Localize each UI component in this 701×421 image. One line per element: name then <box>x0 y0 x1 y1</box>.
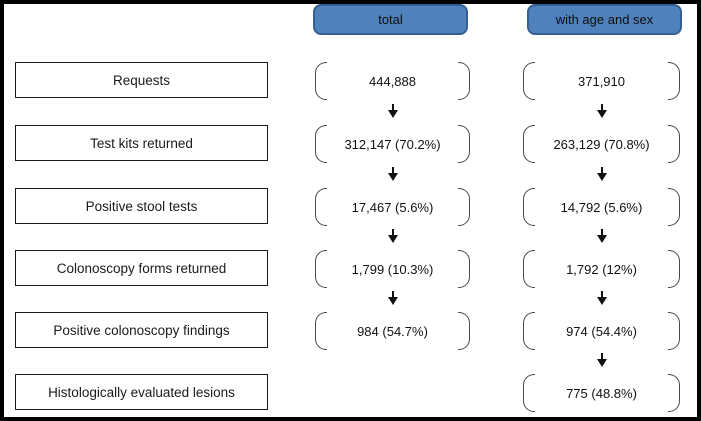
value-text: 1,799 (10.3%) <box>351 261 434 277</box>
total-test-kits-returned-value-cell: 312,147 (70.2%) <box>315 125 470 163</box>
value-text: 14,792 (5.6%) <box>560 199 643 215</box>
value-text: 263,129 (70.8%) <box>553 136 650 152</box>
right-bracket-icon <box>668 125 680 163</box>
left-bracket-icon <box>523 62 535 100</box>
total-colonoscopy-forms-returned-value-cell: 1,799 (10.3%) <box>315 250 470 288</box>
total-requests-value-cell: 444,888 <box>315 62 470 100</box>
down-arrow-icon <box>386 104 399 119</box>
right-bracket-icon <box>668 312 680 350</box>
stage-label-positive-colonoscopy-findings: Positive colonoscopy findings <box>15 312 268 348</box>
down-arrow-icon <box>595 104 608 119</box>
down-arrow-icon <box>595 167 608 182</box>
left-bracket-icon <box>523 125 535 163</box>
right-bracket-icon <box>458 125 470 163</box>
left-bracket-icon <box>523 188 535 226</box>
total-positive-colonoscopy-findings-value-cell: 984 (54.7%) <box>315 312 470 350</box>
down-arrow-icon <box>386 167 399 182</box>
with-age-sex-requests-value-cell: 371,910 <box>523 62 680 100</box>
column-header-with-age-and-sex: with age and sex <box>527 4 682 35</box>
column-header-total: total <box>313 4 468 35</box>
value-text: 371,910 <box>578 73 625 89</box>
right-bracket-icon <box>668 62 680 100</box>
value-text: 984 (54.7%) <box>357 323 428 339</box>
right-bracket-icon <box>458 188 470 226</box>
value-text: 1,792 (12%) <box>566 261 637 277</box>
left-bracket-icon <box>315 125 327 163</box>
with-age-sex-test-kits-returned-value-cell: 263,129 (70.8%) <box>523 125 680 163</box>
with-age-sex-positive-stool-tests-value-cell: 14,792 (5.6%) <box>523 188 680 226</box>
left-bracket-icon <box>315 250 327 288</box>
value-text: 312,147 (70.2%) <box>344 136 441 152</box>
stage-label-test-kits-returned: Test kits returned <box>15 125 268 161</box>
with-age-sex-positive-colonoscopy-findings-value-cell: 974 (54.4%) <box>523 312 680 350</box>
left-bracket-icon <box>315 188 327 226</box>
with-age-sex-histologically-evaluated-lesions-value-cell: 775 (48.8%) <box>523 374 680 412</box>
stage-label-positive-stool-tests: Positive stool tests <box>15 188 268 224</box>
down-arrow-icon <box>595 229 608 244</box>
left-bracket-icon <box>315 62 327 100</box>
left-bracket-icon <box>523 312 535 350</box>
value-text: 17,467 (5.6%) <box>351 199 434 215</box>
stage-label-requests: Requests <box>15 62 268 98</box>
value-text: 974 (54.4%) <box>566 323 637 339</box>
right-bracket-icon <box>668 374 680 412</box>
value-text: 775 (48.8%) <box>566 385 637 401</box>
right-bracket-icon <box>458 250 470 288</box>
right-bracket-icon <box>668 188 680 226</box>
stage-label-colonoscopy-forms-returned: Colonoscopy forms returned <box>15 250 268 286</box>
total-positive-stool-tests-value-cell: 17,467 (5.6%) <box>315 188 470 226</box>
down-arrow-icon <box>595 291 608 306</box>
right-bracket-icon <box>458 62 470 100</box>
left-bracket-icon <box>523 374 535 412</box>
down-arrow-icon <box>595 353 608 368</box>
left-bracket-icon <box>523 250 535 288</box>
value-text: 444,888 <box>369 73 416 89</box>
stage-label-histologically-evaluated-lesions: Histologically evaluated lesions <box>15 374 268 410</box>
right-bracket-icon <box>458 312 470 350</box>
with-age-sex-colonoscopy-forms-returned-value-cell: 1,792 (12%) <box>523 250 680 288</box>
down-arrow-icon <box>386 229 399 244</box>
left-bracket-icon <box>315 312 327 350</box>
right-bracket-icon <box>668 250 680 288</box>
down-arrow-icon <box>386 291 399 306</box>
